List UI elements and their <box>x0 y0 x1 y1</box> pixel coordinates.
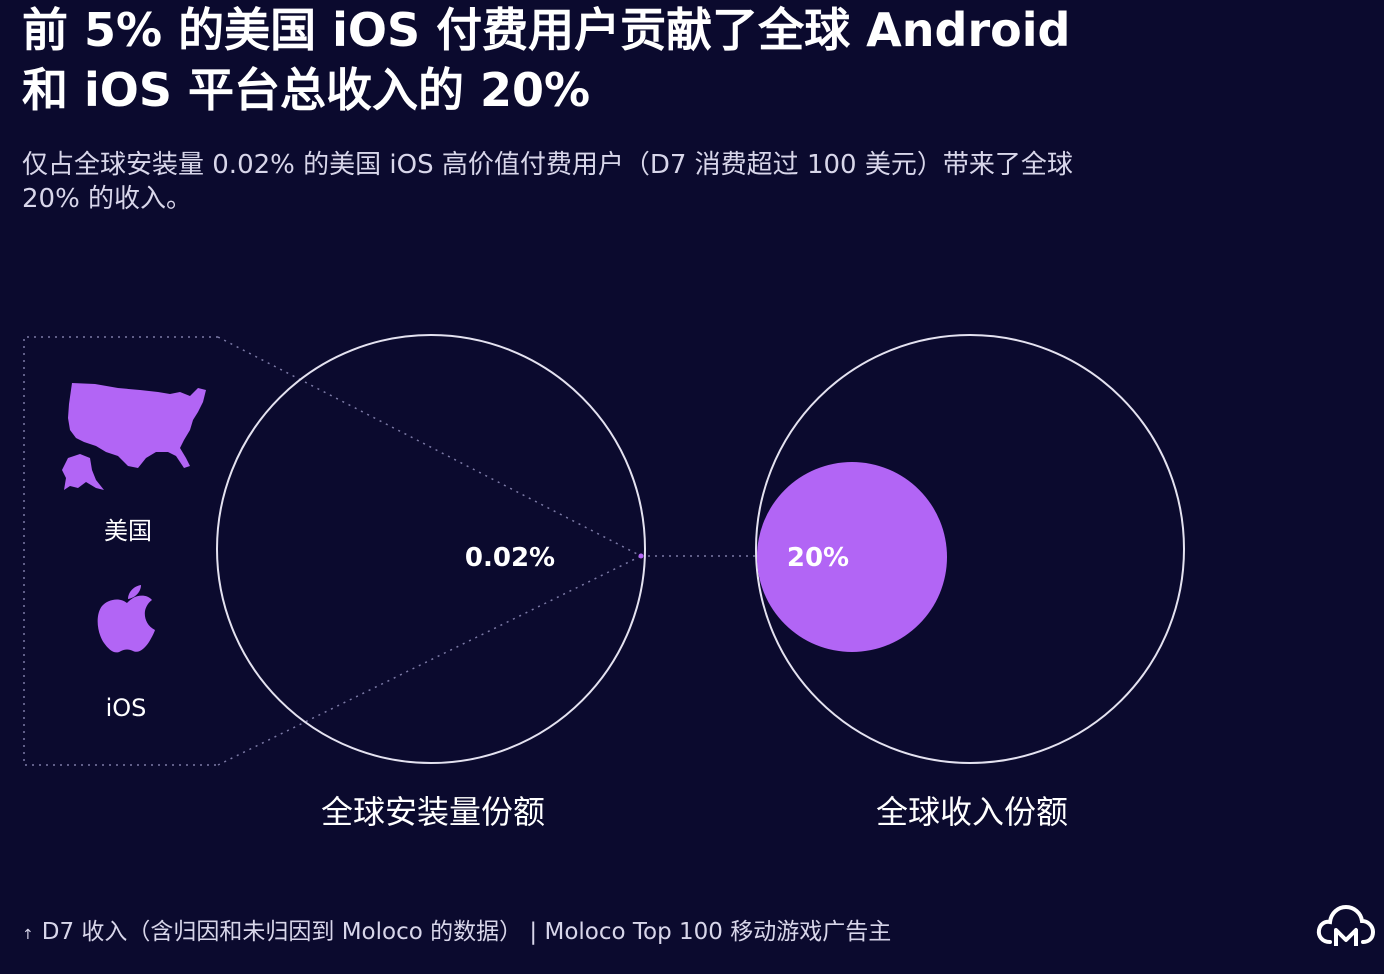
title-line-1: 前 5% 的美国 iOS 付费用户贡献了全球 Android <box>22 3 1071 57</box>
page-title: 前 5% 的美国 iOS 付费用户贡献了全球 Android 和 iOS 平台总… <box>22 0 1322 120</box>
subtitle-line-2: 20% 的收入。 <box>22 184 193 214</box>
subtitle-line-1: 仅占全球安装量 0.02% 的美国 iOS 高价值付费用户（D7 消费超过 10… <box>22 150 1073 180</box>
revenue-share-fill <box>757 462 947 652</box>
zoom-line-bottom <box>217 555 642 766</box>
install-share-circle <box>216 334 646 764</box>
revenue-share-caption: 全球收入份额 <box>876 793 1068 831</box>
country-label: 美国 <box>104 517 152 545</box>
platform-label: iOS <box>106 694 147 722</box>
subtitle: 仅占全球安装量 0.02% 的美国 iOS 高价值付费用户（D7 消费超过 10… <box>22 148 1262 216</box>
install-share-value: 0.02% <box>465 543 555 573</box>
zoom-line-top <box>217 336 642 557</box>
footnote-arrow: ↑ <box>22 927 34 943</box>
moloco-logo-icon <box>1316 904 1376 946</box>
revenue-share-value: 20% <box>787 543 849 573</box>
revenue-share-circle <box>755 334 1185 764</box>
title-line-2: 和 iOS 平台总收入的 20% <box>22 63 591 117</box>
footnote-text: D7 收入（含归因和未归因到 Moloco 的数据） | Moloco Top … <box>41 919 892 945</box>
usa-map-icon <box>62 383 206 490</box>
panel-border <box>23 336 218 766</box>
apple-icon <box>97 585 155 653</box>
footnote: ↑ D7 收入（含归因和未归因到 Moloco 的数据） | Moloco Top… <box>22 916 891 951</box>
install-share-caption: 全球安装量份额 <box>321 793 545 831</box>
selection-panel <box>23 336 760 766</box>
install-share-point <box>638 553 644 559</box>
